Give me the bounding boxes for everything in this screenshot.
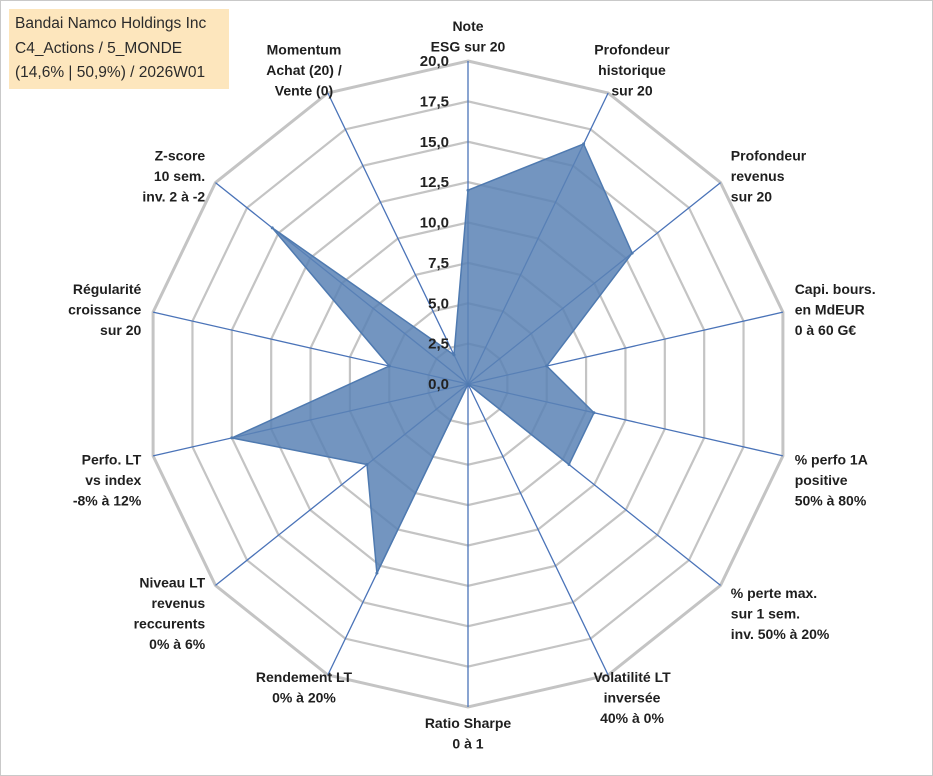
axis-label-12: Z-score 10 sem. inv. 2 à -2	[142, 148, 205, 205]
axis-label-13: Momentum Achat (20) / Vente (0)	[266, 41, 342, 98]
axis-label-1: Profondeur historique sur 20	[594, 41, 670, 98]
axis-label-line: en MdEUR	[795, 302, 865, 318]
axis-label-line: revenus	[731, 168, 785, 184]
tick-layer: 0,0 2,5 5,0 7,5 10,0 12,5 15,0 17,5 20,0	[420, 53, 449, 393]
axis-label-line: inv. 2 à -2	[142, 189, 205, 205]
axis-label-line: Perfo. LT	[82, 451, 142, 467]
axis-label-10: Perfo. LT vs index -8% à 12%	[73, 451, 142, 508]
tick-label-0: 0,0	[428, 376, 449, 393]
title-category: C4_Actions / 5_MONDE	[15, 39, 183, 57]
data-point-8	[375, 571, 379, 575]
axis-label-line: Momentum	[267, 41, 342, 57]
axis-label-line: Ratio Sharpe	[425, 715, 512, 731]
tick-label-7: 17,5	[420, 93, 449, 110]
axis-label-line: Capi. bours.	[795, 281, 876, 297]
axis-label-line: sur 1 sem.	[731, 605, 800, 621]
axis-label-line: reccurents	[134, 616, 206, 632]
data-point-12	[270, 226, 274, 230]
axis-label-line: Volatilité LT	[593, 669, 671, 685]
data-point-11	[387, 364, 391, 368]
axis-label-line: 40% à 0%	[600, 710, 664, 726]
series-area	[229, 142, 634, 576]
tick-label-8: 20,0	[420, 53, 449, 70]
data-point-7	[466, 382, 470, 386]
tick-label-5: 12,5	[420, 174, 449, 191]
axis-label-line: 50% à 80%	[795, 492, 867, 508]
axis-label-line: Régularité	[73, 281, 142, 297]
axis-label-11: Régularité croissance sur 20	[68, 281, 141, 338]
data-point-4	[592, 411, 596, 415]
axis-label-line: positive	[795, 472, 848, 488]
axis-label-line: sur 20	[731, 189, 772, 205]
title-company: Bandai Namco Holdings Inc	[15, 15, 207, 32]
axis-label-line: 0 à 1	[452, 736, 483, 752]
title-box: Bandai Namco Holdings Inc C4_Actions / 5…	[9, 9, 229, 89]
axis-label-line: Note	[452, 18, 483, 34]
data-point-13	[452, 353, 456, 357]
axis-label-line: Niveau LT	[139, 575, 205, 591]
title-detail: (14,6% | 50,9%) / 2026W01	[15, 64, 206, 81]
data-point-1	[582, 142, 586, 146]
tick-label-2: 5,0	[428, 295, 449, 312]
axis-line-13	[327, 92, 469, 385]
tick-label-4: 10,0	[420, 215, 449, 232]
axis-label-8: Rendement LT 0% à 20%	[256, 669, 353, 706]
axis-label-3: Capi. bours. en MdEUR 0 à 60 G€	[795, 281, 876, 338]
axis-label-5: % perte max. sur 1 sem. inv. 50% à 20%	[731, 585, 830, 642]
axis-label-0: Note ESG sur 20	[431, 18, 506, 55]
label-layer: Note ESG sur 20 Profondeur historique sur 20…	[68, 18, 875, 752]
axis-label-line: Rendement LT	[256, 669, 353, 685]
axis-label-2: Profondeur revenus sur 20	[731, 148, 807, 205]
axis-label-9: Niveau LT revenus reccurents 0% à 6%	[134, 575, 206, 653]
axis-label-line: Z-score	[155, 148, 206, 164]
data-point-0	[466, 188, 470, 192]
data-point-10	[230, 436, 234, 440]
axis-label-line: revenus	[152, 595, 206, 611]
axis-line-6	[467, 383, 609, 676]
data-point-2	[630, 251, 634, 255]
axis-label-line: historique	[598, 62, 666, 78]
axis-label-line: Profondeur	[731, 148, 807, 164]
axis-label-line: ESG sur 20	[431, 39, 506, 55]
axis-label-line: inv. 50% à 20%	[731, 626, 830, 642]
data-point-5	[567, 463, 571, 467]
series-layer	[229, 142, 634, 576]
axis-label-line: % perte max.	[731, 585, 817, 601]
axis-label-line: Profondeur	[594, 41, 670, 57]
axis-label-line: Achat (20) /	[266, 62, 342, 78]
axis-label-line: 10 sem.	[154, 168, 205, 184]
axis-label-line: sur 20	[611, 82, 652, 98]
axis-label-7: Ratio Sharpe 0 à 1	[425, 715, 512, 752]
axis-label-line: % perfo 1A	[795, 451, 868, 467]
axis-label-line: Vente (0)	[275, 82, 333, 98]
axis-label-line: 0% à 20%	[272, 690, 336, 706]
axis-label-line: inversée	[604, 690, 661, 706]
data-point-9	[365, 463, 369, 467]
tick-label-1: 2,5	[428, 336, 449, 353]
axis-label-line: -8% à 12%	[73, 492, 142, 508]
axis-label-6: Volatilité LT inversée 40% à 0%	[593, 669, 671, 726]
data-point-3	[545, 364, 549, 368]
tick-label-6: 15,0	[420, 134, 449, 151]
axis-label-line: sur 20	[100, 322, 141, 338]
tick-label-3: 7,5	[428, 255, 449, 272]
axis-label-4: % perfo 1A positive 50% à 80%	[795, 451, 868, 508]
axis-label-line: 0 à 60 G€	[795, 322, 857, 338]
axis-label-line: croissance	[68, 302, 141, 318]
axis-label-line: vs index	[85, 472, 141, 488]
axis-label-line: 0% à 6%	[149, 636, 206, 652]
